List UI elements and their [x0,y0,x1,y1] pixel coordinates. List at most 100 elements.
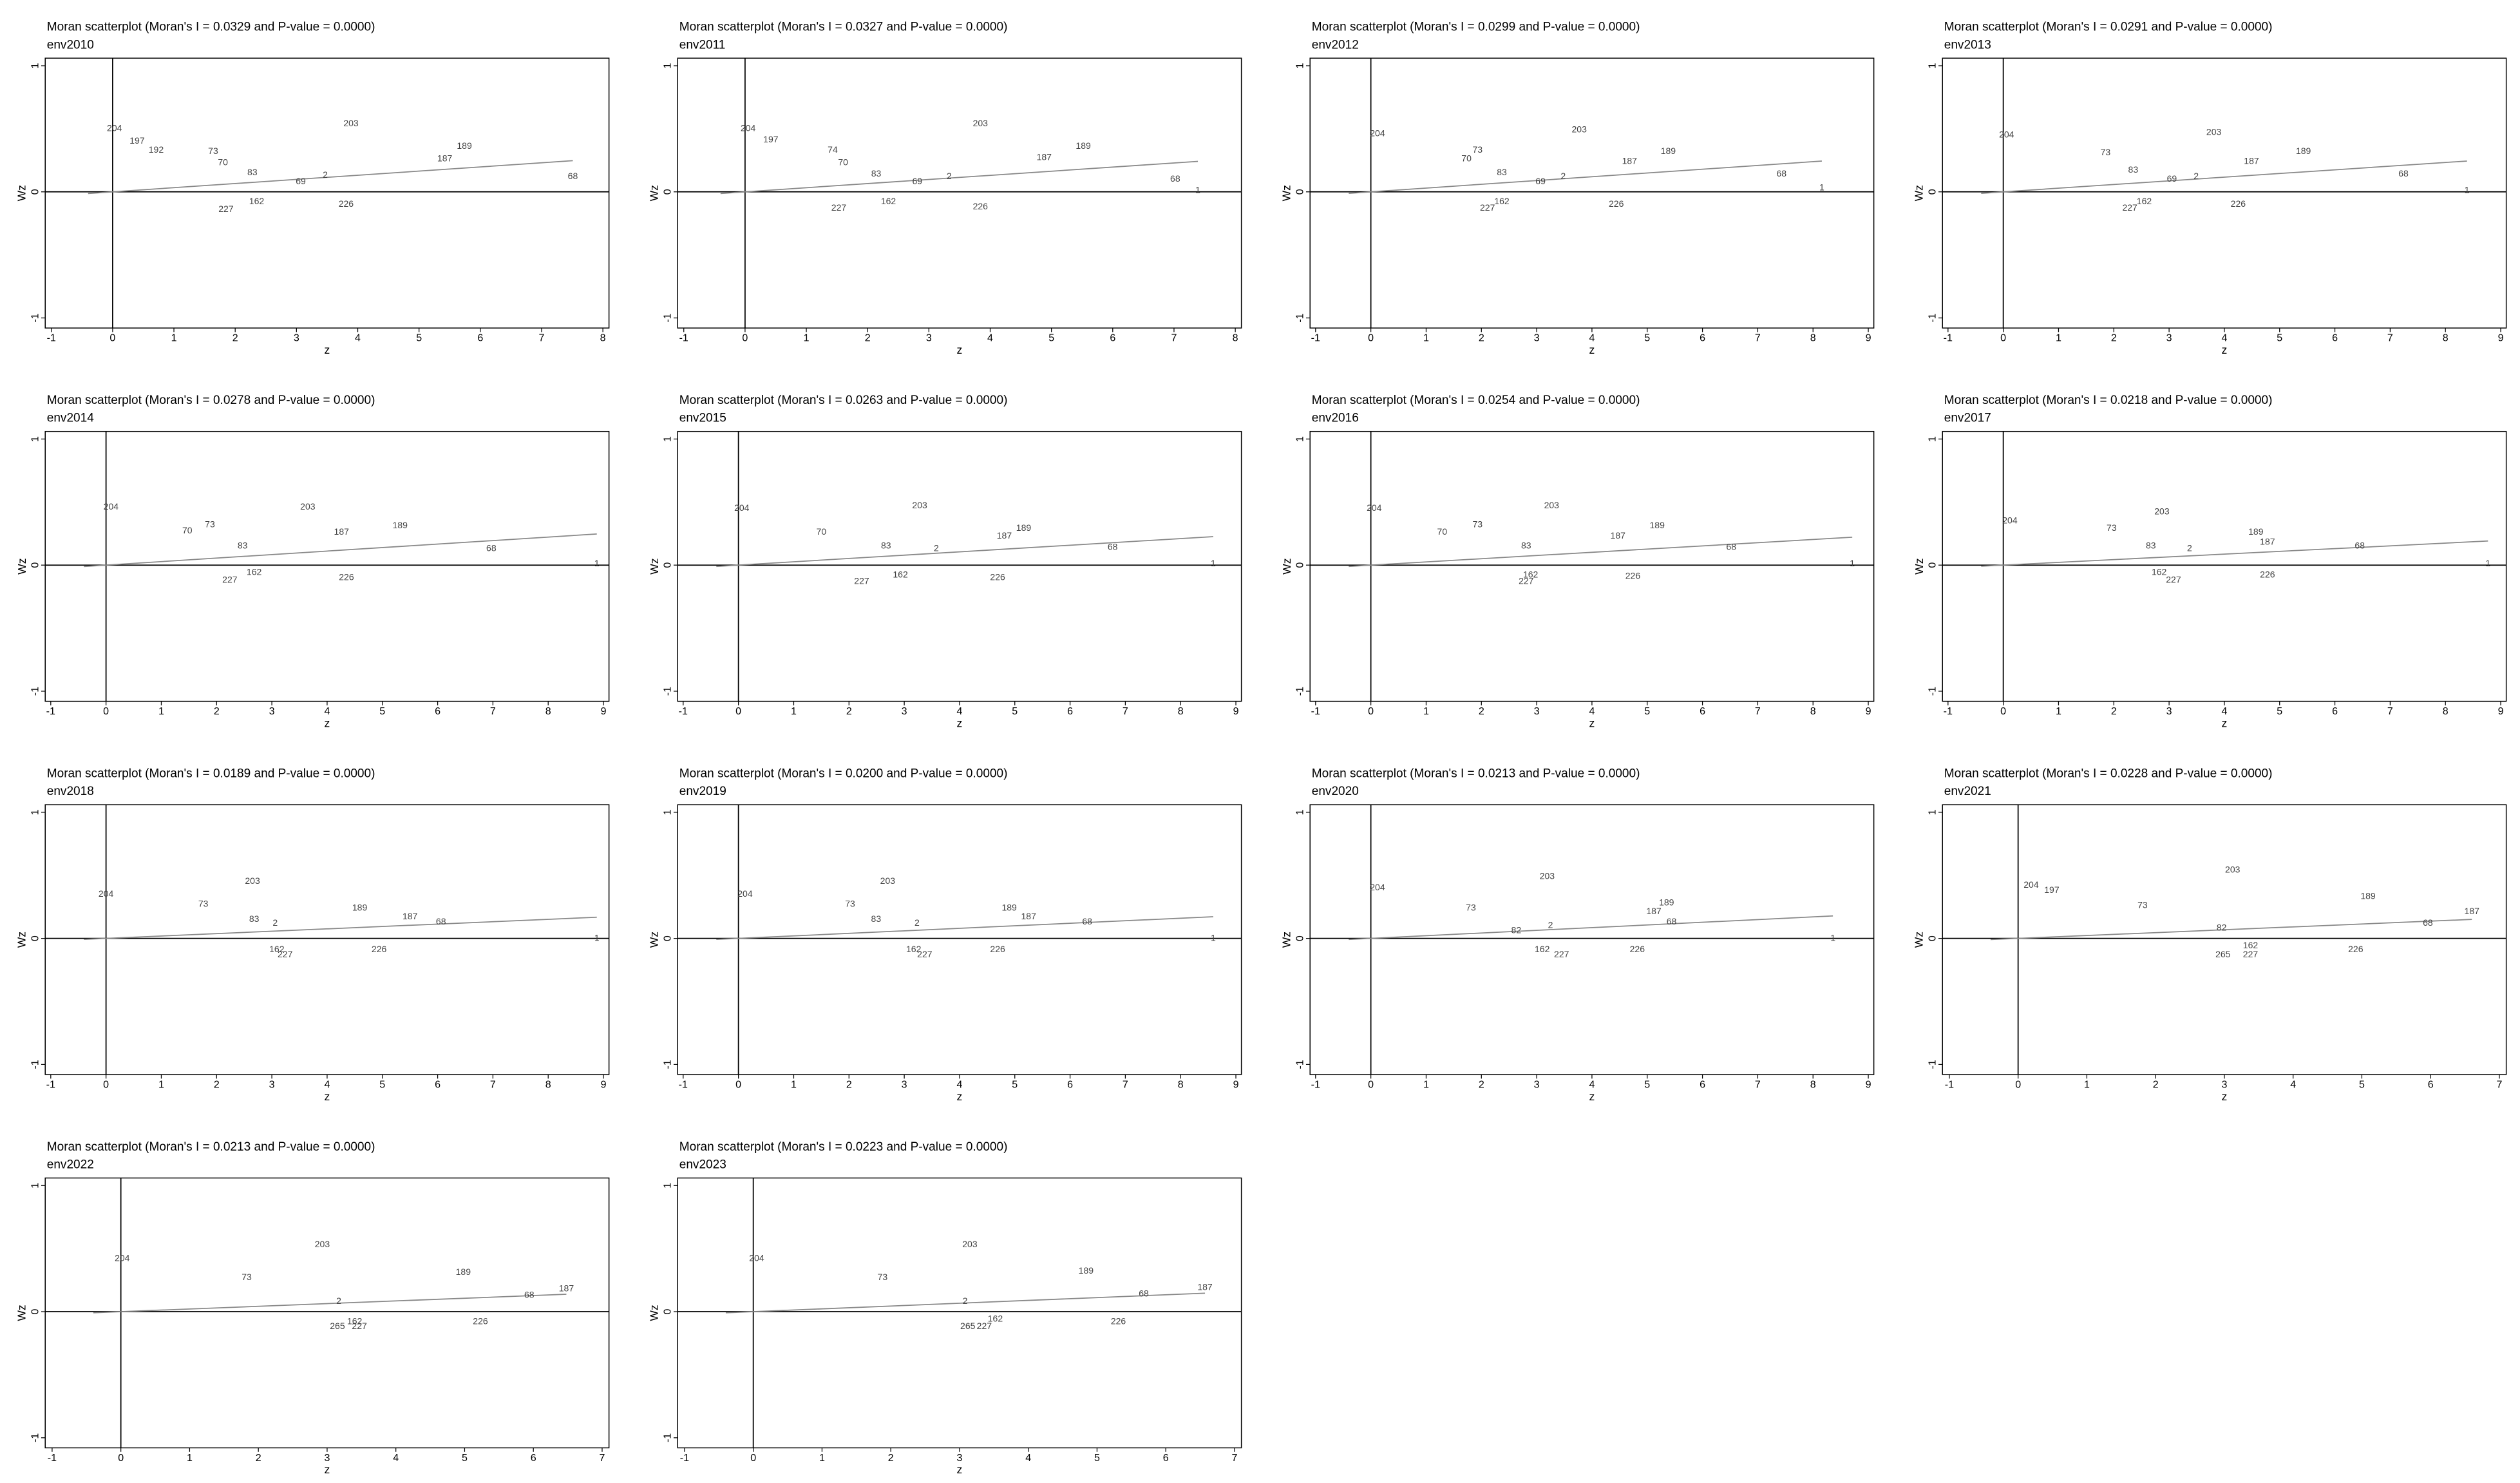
x-tick-label: 1 [791,1079,797,1091]
x-axis-title: z [957,716,963,729]
point-label: 82 [2217,923,2227,933]
x-tick-label: 9 [1233,705,1239,717]
point-label: 162 [1523,569,1539,580]
point-label: 73 [1472,144,1483,155]
x-tick-label: 9 [1866,1079,1871,1091]
fit-line [84,533,597,568]
x-tick-label: 5 [379,705,385,717]
point-label: 68 [2354,541,2365,551]
fit-line [1349,160,1823,195]
point-label: 68 [568,171,578,181]
point-label: 227 [2166,574,2181,584]
y-axis-title: Wz [1913,558,1926,574]
chart-subtitle: env2022 [47,1158,94,1172]
x-tick-label: 2 [888,1452,894,1464]
x-tick-label: 7 [599,1452,605,1464]
y-tick-label: -1 [29,1433,41,1442]
y-tick-label: -1 [29,687,41,696]
point-label: 192 [149,144,164,155]
y-axis-title: Wz [648,932,661,948]
point-label: 68 [1082,916,1092,926]
x-tick-label: 4 [956,705,962,717]
x-tick-label: 3 [926,332,932,344]
x-tick-label: 6 [435,705,441,717]
x-tick-label: 1 [1423,705,1429,717]
x-tick-label: 2 [846,1079,852,1091]
point-label: 162 [881,196,896,206]
x-tick-label: 3 [1534,332,1540,344]
point-label: 162 [249,196,265,206]
point-label: 204 [741,123,756,133]
y-axis-title: Wz [1913,185,1926,201]
x-tick-label: 5 [379,1079,385,1091]
point-label: 187 [437,153,453,164]
x-tick-label: 5 [1644,705,1650,717]
point-label: 69 [912,176,922,186]
point-label: 70 [817,526,827,537]
y-tick-label: 1 [29,1183,41,1189]
y-tick-label: 1 [29,809,41,815]
point-label: 1 [1211,932,1216,942]
point-label: 227 [2122,202,2137,213]
x-tick-label: 4 [2221,705,2227,717]
point-label: 68 [1726,542,1736,552]
x-tick-label: 1 [791,705,797,717]
plot-frame [677,57,1242,329]
plot-frame [1942,430,2507,702]
point-label: 1 [2485,558,2490,568]
point-label: 187 [1646,906,1662,916]
y-tick-label: 1 [29,436,41,442]
point-label: 69 [1535,176,1546,186]
x-tick-label: -1 [48,1452,57,1464]
point-label: 204 [749,1253,764,1263]
chart-subtitle: env2017 [1944,412,1991,425]
x-tick-label: 6 [1700,705,1705,717]
y-tick-label: 1 [1926,63,1938,69]
x-tick-label: 0 [2015,1079,2021,1091]
x-tick-label: -1 [1311,705,1320,717]
y-tick-label: 0 [1294,935,1305,941]
point-label: 187 [1021,911,1036,921]
x-tick-label: 6 [1700,332,1705,344]
x-tick-label: 2 [2111,705,2117,717]
y-tick-label: 1 [1926,436,1938,442]
panel: Moran scatterplot (Moran's I = 0.0228 an… [1913,767,2507,1103]
point-label: 226 [1609,198,1624,209]
x-tick-label: 6 [1110,332,1115,344]
x-tick-label: 0 [742,332,748,344]
x-tick-label: 2 [256,1452,261,1464]
point-label: 187 [2260,537,2275,547]
point-label: 2 [2193,171,2199,181]
x-tick-label: 4 [956,1079,962,1091]
point-label: 83 [1497,167,1507,177]
y-tick-label: -1 [661,313,673,322]
y-tick-label: -1 [661,1060,673,1069]
point-label: 162 [988,1313,1003,1323]
point-label: 203 [1540,870,1555,881]
point-label: 187 [559,1283,574,1294]
fit-line [1981,540,2488,567]
x-axis-title: z [325,343,330,356]
x-tick-label: 2 [1479,1079,1484,1091]
y-tick-label: 0 [29,1309,41,1315]
x-tick-label: -1 [679,1079,688,1091]
x-tick-label: 1 [2084,1079,2090,1091]
chart-title: Moran scatterplot (Moran's I = 0.0218 an… [1944,394,2273,407]
point-label: 83 [247,167,258,177]
x-tick-label: 1 [804,332,810,344]
x-tick-label: 5 [2277,705,2282,717]
x-tick-label: 4 [1589,332,1595,344]
point-label: 68 [436,916,446,926]
x-axis-title: z [2222,343,2228,356]
point-label: 83 [2146,541,2156,551]
x-tick-label: 5 [1094,1452,1100,1464]
panels: Moran scatterplot (Moran's I = 0.0329 an… [15,21,2507,1476]
fit-line [1990,919,2472,941]
point-label: 2 [272,917,278,928]
point-label: 162 [2152,567,2167,577]
fit-line [93,1294,567,1314]
chart-subtitle: env2011 [679,38,726,52]
x-tick-label: 6 [1067,705,1073,717]
x-tick-label: -1 [1945,1079,1954,1091]
